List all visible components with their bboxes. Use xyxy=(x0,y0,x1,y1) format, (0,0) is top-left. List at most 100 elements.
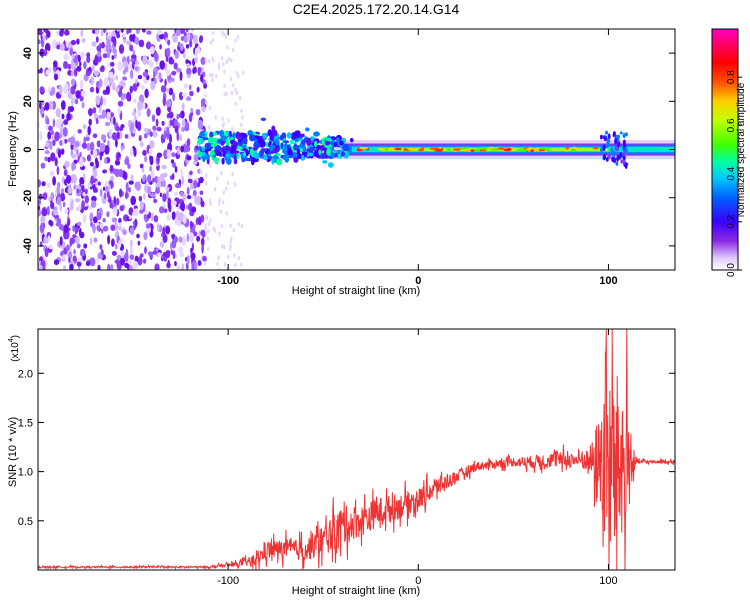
noise-speckle xyxy=(137,121,142,132)
signal-blob xyxy=(211,157,217,161)
noise-speckle xyxy=(129,254,135,260)
noise-speckle xyxy=(74,140,80,148)
noise-speckle xyxy=(63,224,69,234)
colorbar-tick-label: 0.6 xyxy=(726,118,737,132)
noise-speckle xyxy=(217,267,220,270)
noise-speckle xyxy=(68,41,72,50)
noise-speckle xyxy=(64,160,70,168)
signal-blob xyxy=(293,156,299,163)
noise-speckle xyxy=(156,126,162,132)
noise-speckle xyxy=(152,177,155,183)
signal-blob xyxy=(336,149,341,155)
noise-speckle xyxy=(137,240,141,246)
noise-speckle xyxy=(50,130,55,136)
signal-blob xyxy=(336,153,340,159)
noise-speckle xyxy=(54,131,60,142)
noise-speckle xyxy=(200,74,204,83)
noise-speckle xyxy=(182,214,187,224)
noise-speckle xyxy=(39,131,43,141)
noise-speckle xyxy=(100,29,104,37)
noise-speckle xyxy=(56,44,60,50)
noise-speckle xyxy=(68,257,71,263)
noise-speckle xyxy=(109,77,114,84)
signal-blob xyxy=(299,147,303,153)
noise-speckle xyxy=(130,147,134,158)
noise-speckle xyxy=(88,154,91,162)
noise-speckle xyxy=(120,258,125,266)
noise-speckle xyxy=(38,29,43,36)
noise-speckle xyxy=(179,134,183,141)
carrier-hotspot xyxy=(592,146,599,150)
signal-blob xyxy=(620,159,624,164)
noise-speckle xyxy=(95,180,98,187)
noise-speckle xyxy=(75,226,79,233)
noise-speckle xyxy=(109,202,113,209)
noise-speckle xyxy=(94,54,99,65)
noise-speckle xyxy=(146,108,151,117)
noise-speckle xyxy=(223,262,227,267)
noise-speckle xyxy=(67,186,73,195)
noise-speckle xyxy=(117,61,123,71)
noise-speckle xyxy=(120,250,125,259)
noise-speckle xyxy=(205,180,208,186)
noise-speckle xyxy=(86,52,91,58)
noise-speckle xyxy=(100,95,103,106)
noise-speckle xyxy=(189,90,194,97)
signal-blob xyxy=(342,143,349,152)
signal-blob xyxy=(622,155,626,161)
noise-speckle xyxy=(236,35,240,40)
noise-speckle xyxy=(189,232,195,243)
noise-speckle xyxy=(42,49,48,57)
noise-speckle xyxy=(207,221,211,227)
signal-blob xyxy=(259,149,263,158)
carrier-hotspot xyxy=(388,147,395,151)
noise-speckle xyxy=(181,263,185,270)
noise-speckle xyxy=(132,49,135,55)
noise-speckle xyxy=(66,174,72,184)
noise-speckle xyxy=(94,157,98,165)
noise-speckle xyxy=(86,55,91,64)
noise-speckle xyxy=(221,244,224,249)
noise-speckle xyxy=(110,175,115,182)
noise-speckle xyxy=(227,254,230,259)
noise-speckle xyxy=(133,208,139,217)
noise-speckle xyxy=(155,187,160,194)
noise-speckle xyxy=(112,207,116,215)
noise-speckle xyxy=(71,98,74,107)
noise-speckle xyxy=(200,237,205,247)
noise-speckle xyxy=(159,33,165,40)
noise-speckle xyxy=(63,169,68,177)
noise-speckle xyxy=(182,118,186,128)
signal-blob xyxy=(314,140,318,148)
noise-speckle xyxy=(115,75,119,81)
noise-speckle xyxy=(190,252,196,261)
noise-speckle xyxy=(89,212,94,222)
noise-speckle xyxy=(179,71,183,81)
noise-speckle xyxy=(211,37,215,43)
noise-speckle xyxy=(134,60,140,66)
noise-speckle xyxy=(188,113,193,123)
noise-speckle xyxy=(172,200,177,206)
noise-speckle xyxy=(234,182,237,187)
noise-speckle xyxy=(129,85,133,94)
noise-speckle xyxy=(77,221,82,226)
noise-speckle xyxy=(126,29,129,35)
noise-speckle xyxy=(143,258,147,264)
noise-speckle xyxy=(177,146,180,155)
noise-speckle xyxy=(181,201,185,212)
noise-speckle xyxy=(48,244,53,250)
noise-speckle xyxy=(195,145,199,151)
noise-speckle xyxy=(186,155,192,161)
noise-speckle xyxy=(186,255,190,265)
noise-speckle xyxy=(128,264,133,270)
noise-speckle xyxy=(132,260,139,269)
signal-blob xyxy=(289,139,294,145)
noise-speckle xyxy=(91,195,97,202)
noise-speckle xyxy=(185,145,191,152)
carrier-hotspot xyxy=(434,149,443,152)
noise-speckle xyxy=(107,263,111,270)
noise-speckle xyxy=(129,69,134,80)
noise-speckle xyxy=(153,198,158,204)
noise-speckle xyxy=(132,111,137,117)
colorbar-tick-label: 0.0 xyxy=(726,263,737,277)
